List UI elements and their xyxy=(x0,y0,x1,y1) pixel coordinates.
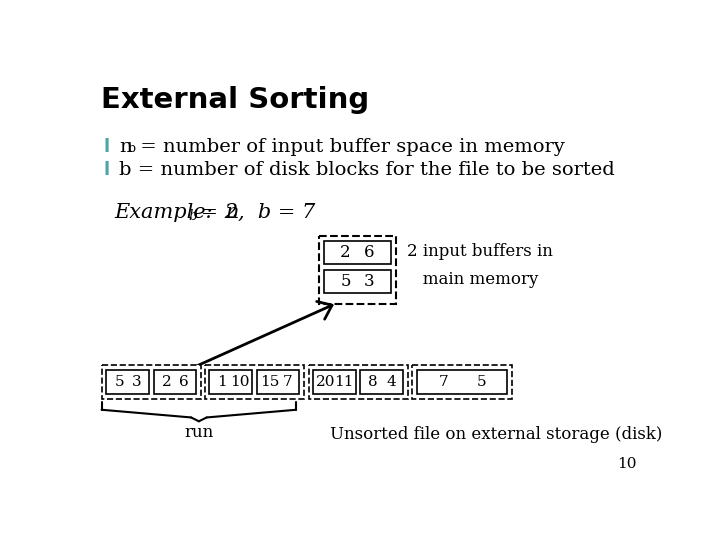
Text: 3: 3 xyxy=(132,375,142,389)
Text: 2: 2 xyxy=(161,375,171,389)
Text: 15: 15 xyxy=(260,375,279,389)
Text: 5: 5 xyxy=(340,273,351,291)
Text: 10: 10 xyxy=(230,375,250,389)
FancyArrowPatch shape xyxy=(181,301,332,373)
Bar xyxy=(107,370,149,394)
Text: = 2,  b = 7: = 2, b = 7 xyxy=(194,204,315,222)
Text: 5: 5 xyxy=(477,375,487,389)
Text: Unsorted file on external storage (disk): Unsorted file on external storage (disk) xyxy=(330,426,662,443)
Bar xyxy=(309,365,408,399)
Bar xyxy=(102,365,201,399)
Text: l: l xyxy=(104,161,110,179)
Bar xyxy=(324,271,391,293)
Bar xyxy=(256,370,300,394)
Text: 6: 6 xyxy=(179,375,189,389)
Bar xyxy=(324,241,391,264)
Text: 20: 20 xyxy=(316,375,336,389)
Text: 4: 4 xyxy=(387,375,396,389)
Text: n: n xyxy=(120,138,132,156)
Text: b: b xyxy=(128,142,136,155)
Text: 8: 8 xyxy=(369,375,378,389)
Text: = number of input buffer space in memory: = number of input buffer space in memory xyxy=(134,138,565,156)
Text: run: run xyxy=(184,424,214,441)
Bar xyxy=(210,370,252,394)
Bar xyxy=(361,370,403,394)
Text: 10: 10 xyxy=(617,457,636,471)
Bar xyxy=(204,365,304,399)
Text: 2: 2 xyxy=(340,244,351,261)
Text: 7: 7 xyxy=(439,375,449,389)
Bar xyxy=(153,370,196,394)
Text: b = number of disk blocks for the file to be sorted: b = number of disk blocks for the file t… xyxy=(120,161,615,179)
Text: 2 input buffers in
   main memory: 2 input buffers in main memory xyxy=(407,244,553,288)
Text: 11: 11 xyxy=(334,375,354,389)
Text: External Sorting: External Sorting xyxy=(101,86,369,114)
Text: b: b xyxy=(189,209,197,223)
Bar xyxy=(413,365,512,399)
Text: 7: 7 xyxy=(282,375,292,389)
Bar xyxy=(417,370,507,394)
Bar xyxy=(319,236,396,303)
Text: 5: 5 xyxy=(114,375,124,389)
Text: Example:  n: Example: n xyxy=(114,204,240,222)
Text: 3: 3 xyxy=(364,273,374,291)
Text: 1: 1 xyxy=(217,375,227,389)
Bar xyxy=(313,370,356,394)
Text: 6: 6 xyxy=(364,244,374,261)
Text: l: l xyxy=(104,138,110,156)
